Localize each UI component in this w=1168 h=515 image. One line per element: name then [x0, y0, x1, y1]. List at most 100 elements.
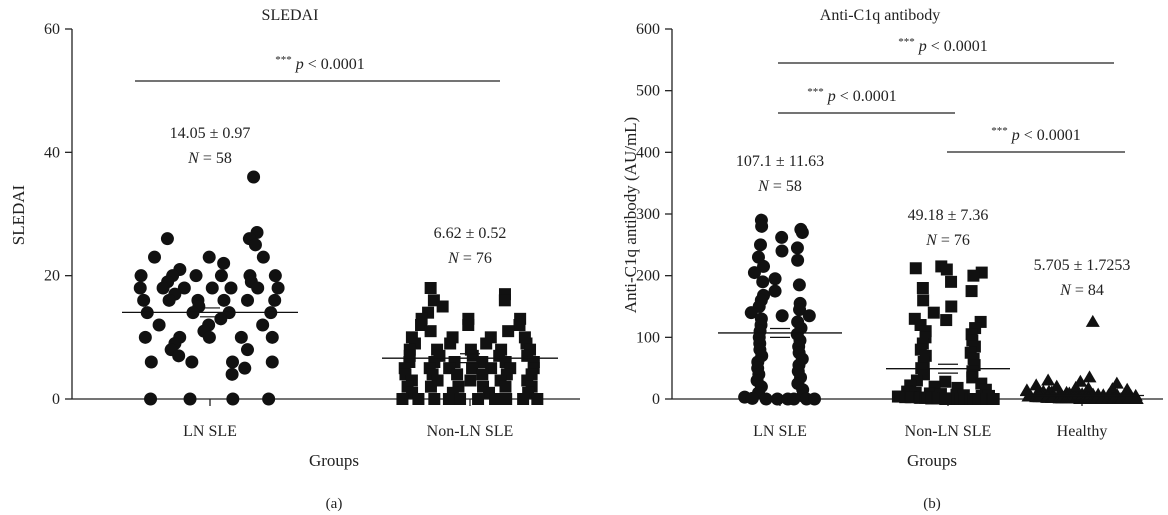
data-point — [480, 337, 493, 350]
data-point — [225, 367, 239, 381]
data-point — [745, 391, 759, 405]
data-point — [185, 355, 199, 369]
data-point — [945, 275, 958, 288]
data-point — [927, 306, 940, 319]
panel-b-annotations: 107.1 ± 11.63 N = 58 49.18 ± 7.36 N = 76 5.7… — [736, 153, 1130, 299]
data-point — [183, 392, 197, 406]
panel-b-xlabel: Groups — [907, 451, 957, 470]
significance-label: *** p < 0.0001 — [275, 54, 365, 73]
data-point — [500, 368, 513, 381]
y-tick-label: 100 — [636, 329, 660, 346]
significance-label: *** p < 0.0001 — [898, 36, 988, 55]
data-point — [476, 368, 489, 381]
data-point — [234, 330, 248, 344]
data-point — [442, 393, 455, 405]
data-point — [756, 275, 770, 289]
data-point — [1082, 370, 1097, 383]
data-point — [791, 253, 805, 267]
data-point — [464, 374, 477, 387]
data-point — [240, 343, 254, 357]
y-tick-label: 0 — [52, 391, 60, 408]
mean-se-label: 49.18 ± 7.36 — [908, 207, 989, 224]
data-point — [214, 269, 228, 283]
data-point — [265, 330, 279, 344]
data-point — [156, 281, 170, 295]
data-point — [428, 393, 441, 405]
data-point — [987, 393, 1000, 405]
x-tick-label: Non-LN SLE — [905, 423, 992, 440]
y-tick-label: 600 — [636, 21, 660, 38]
data-point — [753, 238, 767, 252]
data-point — [940, 314, 953, 327]
data-point — [189, 269, 203, 283]
data-point — [424, 325, 437, 338]
panel-b-significance: *** p < 0.0001 *** p < 0.0001 *** p < 0.00… — [778, 36, 1125, 153]
data-point — [768, 272, 782, 286]
sample-size-label: N = 58 — [187, 150, 232, 167]
data-point — [202, 250, 216, 264]
data-point — [224, 281, 238, 295]
y-tick-label: 400 — [636, 144, 660, 161]
data-point — [268, 269, 282, 283]
data-point — [144, 392, 158, 406]
data-point — [144, 355, 158, 369]
mean-se-label: 6.62 ± 0.52 — [434, 225, 507, 242]
data-point — [152, 318, 166, 332]
data-point — [226, 355, 240, 369]
data-point — [415, 319, 428, 331]
data-point — [517, 393, 530, 405]
data-point — [500, 393, 513, 405]
data-point — [489, 393, 502, 405]
data-point — [265, 355, 279, 369]
panel-a-annotations: 14.05 ± 0.97 N = 58 6.62 ± 0.52 N = 76 — [170, 125, 507, 267]
sample-size-label: N = 76 — [447, 250, 492, 267]
x-tick-label: Non-LN SLE — [427, 423, 514, 440]
data-point — [775, 230, 789, 244]
data-point — [466, 349, 479, 362]
sample-size-label: N = 84 — [1059, 282, 1104, 299]
data-point — [177, 281, 191, 295]
data-point — [965, 285, 978, 298]
panel-a-points — [122, 170, 558, 406]
y-tick-label: 300 — [636, 206, 660, 223]
data-point — [768, 284, 782, 298]
data-point — [1085, 314, 1100, 327]
data-point — [256, 318, 270, 332]
data-point — [424, 380, 437, 393]
panel-a-significance: *** p < 0.0001 — [135, 54, 500, 82]
data-point — [396, 393, 409, 405]
sample-size-label: N = 58 — [757, 178, 802, 195]
data-point — [451, 368, 464, 381]
data-point — [214, 312, 228, 326]
data-point — [160, 232, 174, 246]
panel-a-sledai: SLEDAI SLEDAI Groups (a) 0 20 40 60 LN SLE No… — [9, 7, 580, 512]
data-point — [802, 309, 816, 323]
data-point — [967, 269, 980, 282]
panel-a-label: (a) — [326, 496, 343, 512]
data-point — [424, 282, 437, 294]
data-point — [744, 306, 758, 320]
data-point — [945, 300, 958, 313]
data-point — [256, 250, 270, 264]
data-point — [787, 392, 801, 406]
y-tick-label: 20 — [44, 268, 60, 285]
mean-se-label: 107.1 ± 11.63 — [736, 153, 824, 170]
data-point — [916, 282, 929, 294]
data-point — [138, 330, 152, 344]
y-tick-label: 0 — [652, 391, 660, 408]
panel-b-points — [718, 213, 1144, 406]
data-point — [790, 241, 804, 255]
data-point — [759, 392, 773, 406]
panel-a-ylabel: SLEDAI — [9, 184, 28, 245]
sample-size-label: N = 76 — [925, 232, 970, 249]
data-point — [940, 263, 953, 276]
panel-a-title: SLEDAI — [262, 7, 319, 24]
data-point — [807, 392, 821, 406]
y-tick-label: 200 — [636, 268, 660, 285]
data-point — [498, 294, 511, 307]
data-point — [755, 219, 769, 233]
data-point — [217, 256, 231, 270]
data-point — [757, 259, 771, 273]
panel-b-label: (b) — [923, 496, 941, 512]
